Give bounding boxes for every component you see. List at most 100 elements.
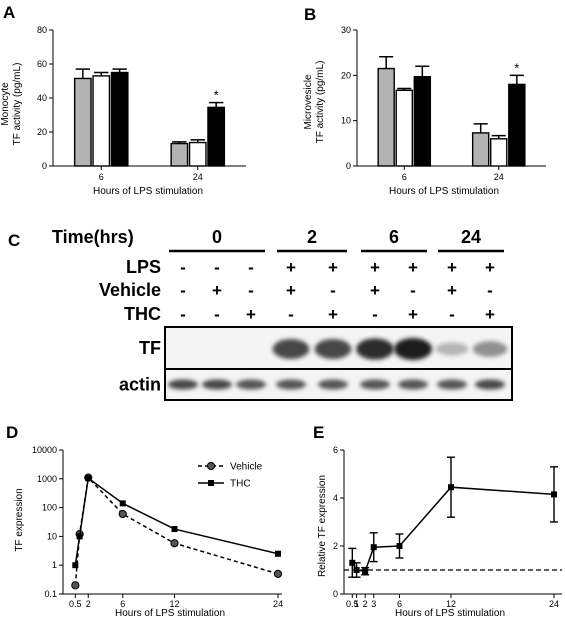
panel-b-significance: *: [514, 60, 519, 75]
panel-d-point: [273, 569, 283, 578]
treatment-sign: +: [485, 305, 495, 324]
panel-a-xtick-label: 24: [193, 172, 203, 182]
panel-d-legend-label: Vehicle: [230, 462, 263, 473]
panel-e-point: [349, 559, 356, 566]
panel-a-bar: [170, 142, 189, 167]
blot-band: [394, 338, 432, 360]
panel-e-ylabel: Relative TF expression: [317, 475, 328, 577]
panel-b-ytick-label: 0: [346, 161, 351, 171]
panel-d-legend-label: THC: [230, 479, 251, 490]
panel-b-xtick-label: 6: [402, 172, 407, 182]
panel-b-bar: [508, 83, 526, 167]
panel-b-letter: B: [304, 5, 316, 24]
time-label: Time(hrs): [52, 227, 134, 247]
panel-e-xtick-label: 3: [371, 599, 376, 609]
treatment-sign: -: [330, 281, 336, 300]
panel-d-xtick-label: 6: [120, 599, 125, 609]
panel-a-ytick-label: 20: [37, 127, 47, 137]
treatment-sign: +: [328, 305, 338, 324]
treatment-label: LPS: [126, 257, 161, 277]
panel-a-ylabel-line1: Monocyte: [0, 82, 11, 126]
panel-d-chart: 0.1 1 10 100 1000 10000 0.5 2 6 12 24 Vehicle THC: [32, 445, 283, 609]
blot-band: [472, 341, 508, 357]
panel-c-letter: C: [8, 231, 20, 250]
panel-a-ytick-label: 80: [37, 25, 47, 35]
panel-e-xtick-label: 0.5: [346, 599, 359, 609]
panel-d-ylabel: TF expression: [14, 488, 25, 551]
panel-e-xtick-label: 12: [446, 599, 456, 609]
panel-d-point: [171, 526, 178, 533]
panel-e-point: [448, 484, 454, 491]
blot-band: [475, 379, 505, 390]
panel-a-bar: [110, 71, 129, 167]
treatment-sign: -: [372, 305, 378, 324]
treatment-label: THC: [124, 304, 161, 324]
panel-a-ytick-label: 60: [37, 59, 47, 69]
panel-a-ylabel-line2: TF activity (pg/mL): [12, 63, 23, 146]
blot-band: [318, 379, 348, 390]
panel-e-ytick-label: 6: [333, 445, 338, 455]
blot-band: [398, 379, 428, 390]
treatment-label: Vehicle: [99, 280, 161, 300]
blot-band: [356, 338, 394, 360]
panel-d-point: [275, 550, 281, 557]
treatment-sign: +: [447, 281, 457, 300]
panel-e-xtick-label: 6: [397, 599, 402, 609]
blot-band: [360, 379, 390, 390]
panel-a-bar: [207, 106, 226, 167]
blot-label: actin: [119, 375, 161, 395]
panel-e-letter: E: [313, 423, 324, 442]
panel-d-legend-marker: [206, 461, 216, 471]
blot-band: [202, 379, 232, 390]
panel-b-xlabel: Hours of LPS stimulation: [389, 186, 499, 197]
panel-a-significance: *: [214, 88, 219, 103]
panel-a-xtick-label: 6: [99, 172, 104, 182]
treatment-sign: -: [214, 305, 220, 324]
panel-d-point: [170, 539, 179, 548]
panel-d-ytick-label: 1: [52, 560, 57, 570]
panel-e-point: [551, 491, 557, 498]
panel-a-chart: 0 20 40 60 80 6 * 24: [37, 25, 246, 182]
panel-e-xlabel: Hours of LPS stimulation: [395, 608, 505, 619]
panel-b: B 0 10 20 30 6 * 24 Microvesicle TF activity (…: [303, 5, 546, 197]
panel-b-ylabel-line1: Microvesicle: [303, 74, 314, 129]
treatment-sign: -: [449, 305, 455, 324]
panel-d-xtick-label: 0.5: [69, 599, 82, 609]
panel-e-point: [362, 568, 369, 575]
panel-a-bar: [92, 75, 111, 167]
panel-b-ytick-label: 20: [341, 70, 351, 80]
treatment-sign: +: [408, 305, 418, 324]
treatment-sign: +: [370, 281, 380, 300]
panel-e-xtick-label: 1: [354, 599, 359, 609]
panel-b-ytick-label: 10: [341, 116, 351, 126]
blot-band: [272, 339, 310, 359]
panel-d-ytick-label: 10000: [32, 445, 57, 455]
panel-a-ytick-label: 0: [42, 161, 47, 171]
panel-a-bar: [73, 77, 92, 167]
panel-e-ytick-label: 4: [333, 493, 338, 503]
panel-d-letter: D: [6, 423, 18, 442]
panel-e-point: [396, 543, 403, 549]
panel-a-bar: [188, 141, 207, 167]
time-group-label: 2: [307, 227, 317, 247]
treatment-sign: +: [286, 258, 296, 277]
panel-d-point: [119, 500, 126, 507]
blot-band: [236, 379, 266, 390]
treatment-sign: -: [288, 305, 294, 324]
panel-b-bar: [395, 89, 413, 167]
panel-b-ytick-label: 30: [341, 25, 351, 35]
panel-b-chart: 0 10 20 30 6 * 24: [341, 25, 546, 182]
treatment-sign: +: [408, 258, 418, 277]
panel-b-bar: [490, 138, 508, 167]
treatment-sign: +: [246, 305, 256, 324]
panel-a-xlabel: Hours of LPS stimulation: [93, 186, 203, 197]
panel-d-point: [76, 533, 83, 540]
blot-band: [168, 379, 198, 390]
panel-d-series-line: [74, 476, 279, 566]
panel-e-point: [370, 544, 377, 551]
panel-b-ylabel-line2: TF activity (pg/mL): [315, 61, 326, 144]
